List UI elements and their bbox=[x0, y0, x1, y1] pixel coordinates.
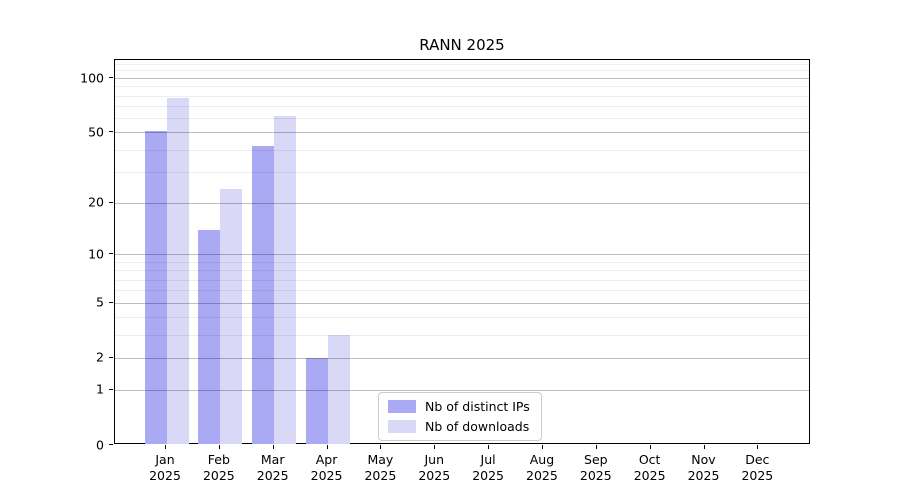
y-tick-label: 50 bbox=[88, 124, 104, 140]
gridline-minor bbox=[115, 149, 809, 151]
y-tick-label: 1 bbox=[96, 381, 104, 397]
bar-downloads-feb bbox=[220, 189, 243, 444]
gridline-minor bbox=[115, 334, 809, 336]
x-tick-mark bbox=[488, 445, 490, 449]
gridline-major bbox=[115, 254, 809, 256]
x-tick-label-aug: Aug 2025 bbox=[526, 452, 558, 484]
bar-distinct-ips-feb bbox=[198, 229, 221, 444]
x-tick-mark bbox=[757, 445, 759, 449]
y-tick-label: 2 bbox=[96, 349, 104, 365]
chart-title: RANN 2025 bbox=[419, 36, 505, 54]
gridline-minor bbox=[115, 70, 809, 72]
gridline-minor bbox=[115, 317, 809, 318]
x-tick-label-jul: Jul 2025 bbox=[472, 452, 504, 484]
x-tick-label-jan: Jan 2025 bbox=[149, 452, 181, 484]
y-tick-mark bbox=[109, 131, 113, 133]
y-tick-label: 10 bbox=[88, 246, 104, 262]
legend-item-distinct-ips: Nb of distinct IPs bbox=[388, 399, 530, 414]
x-tick-label-apr: Apr 2025 bbox=[310, 452, 343, 484]
legend-label-distinct-ips: Nb of distinct IPs bbox=[425, 399, 530, 414]
y-tick-label: 100 bbox=[80, 70, 104, 85]
gridline-minor bbox=[115, 290, 809, 292]
gridline-major bbox=[115, 132, 809, 134]
y-tick-mark bbox=[109, 444, 113, 445]
gridline-minor bbox=[115, 95, 809, 97]
y-tick-mark bbox=[109, 77, 113, 78]
legend-label-downloads: Nb of downloads bbox=[425, 419, 530, 434]
bar-downloads-mar bbox=[274, 115, 297, 444]
bar-downloads-jan bbox=[166, 97, 189, 444]
x-tick-label-feb: Feb 2025 bbox=[202, 452, 235, 484]
x-tick-label-mar: Mar 2025 bbox=[256, 452, 289, 484]
x-tick-label-sep: Sep 2025 bbox=[579, 452, 612, 484]
x-tick-mark bbox=[541, 445, 543, 449]
gridline-major bbox=[115, 389, 809, 391]
x-tick-label-nov: Nov 2025 bbox=[687, 452, 720, 484]
y-tick-mark bbox=[109, 388, 113, 390]
x-tick-label-oct: Oct 2025 bbox=[633, 452, 666, 484]
legend-swatch-distinct-ips bbox=[388, 400, 416, 413]
x-tick-label-dec: Dec 2025 bbox=[741, 452, 774, 484]
gridline-minor bbox=[115, 279, 809, 281]
legend: Nb of distinct IPs Nb of downloads bbox=[378, 392, 542, 441]
bar-distinct-ips-jan bbox=[144, 130, 167, 444]
gridline-major bbox=[115, 202, 809, 204]
x-tick-label-may: May 2025 bbox=[364, 452, 397, 484]
gridline-minor bbox=[115, 63, 809, 65]
x-tick-mark bbox=[218, 445, 220, 449]
y-tick-mark bbox=[109, 301, 113, 303]
plot-area bbox=[114, 59, 810, 444]
y-tick-mark bbox=[109, 356, 113, 358]
x-tick-mark bbox=[380, 445, 382, 449]
gridline-minor bbox=[115, 118, 809, 120]
legend-swatch-downloads bbox=[388, 420, 416, 433]
x-tick-mark bbox=[326, 445, 328, 449]
gridline-minor bbox=[115, 270, 809, 272]
x-tick-label-jun: Jun 2025 bbox=[418, 452, 451, 484]
gridline-major bbox=[115, 357, 809, 359]
x-tick-mark bbox=[272, 445, 274, 449]
bar-distinct-ips-apr bbox=[306, 357, 329, 444]
x-tick-mark bbox=[703, 445, 705, 449]
y-tick-mark bbox=[109, 201, 113, 203]
gridline-minor bbox=[115, 261, 809, 263]
gridline-minor bbox=[115, 171, 809, 173]
legend-item-downloads: Nb of downloads bbox=[388, 419, 530, 434]
gridline-major bbox=[115, 302, 809, 304]
gridline-major bbox=[115, 78, 809, 79]
gridline-minor bbox=[115, 86, 809, 88]
x-tick-mark bbox=[595, 445, 597, 449]
y-tick-label: 0 bbox=[96, 437, 104, 452]
bar-downloads-apr bbox=[328, 334, 351, 444]
x-tick-mark bbox=[649, 445, 651, 449]
x-tick-mark bbox=[434, 445, 436, 449]
y-tick-label: 20 bbox=[88, 194, 104, 210]
x-tick-mark bbox=[165, 445, 166, 449]
y-tick-mark bbox=[109, 253, 113, 255]
bar-distinct-ips-mar bbox=[252, 145, 275, 444]
y-tick-label: 5 bbox=[96, 294, 104, 310]
gridline-minor bbox=[115, 106, 809, 108]
